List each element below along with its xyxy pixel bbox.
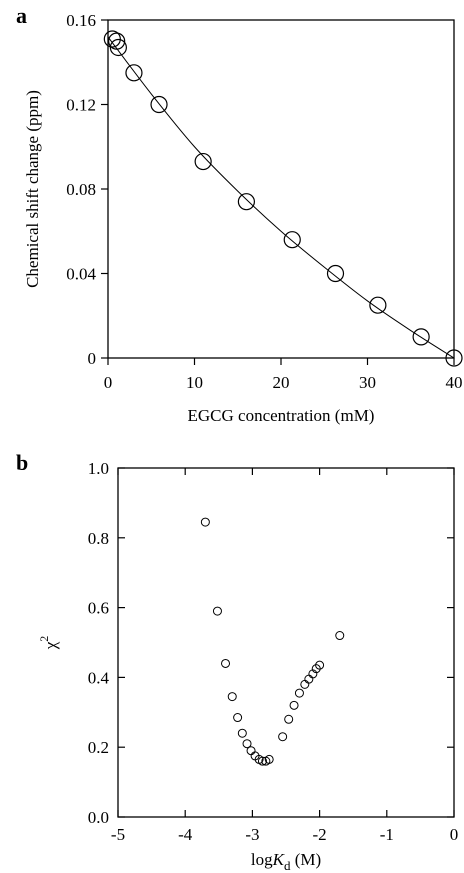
- x-axis-title-subscript: d: [284, 858, 291, 873]
- data-point: [103, 30, 121, 48]
- y-tick-label: 0.08: [66, 180, 96, 199]
- data-point: [242, 739, 252, 749]
- data-point: [221, 658, 231, 668]
- y-tick-label: 0.04: [66, 265, 96, 284]
- y-tick-label: 0.8: [88, 529, 109, 548]
- x-axis-title: logKd (M): [251, 850, 321, 873]
- data-point: [412, 328, 430, 346]
- y-tick-label: 0.4: [88, 668, 110, 687]
- x-tick-label: -5: [111, 825, 125, 844]
- data-point: [194, 152, 212, 171]
- x-axis-title-unit: (M): [290, 850, 321, 869]
- data-point: [369, 296, 387, 314]
- y-tick-label: 0.12: [66, 96, 96, 115]
- data-point: [300, 679, 310, 689]
- data-point: [289, 700, 299, 710]
- data-point: [278, 732, 288, 742]
- data-point: [237, 728, 247, 738]
- x-tick-label: 40: [446, 373, 463, 392]
- x-tick-label: 30: [359, 373, 376, 392]
- panel-label: b: [16, 450, 28, 475]
- data-point: [233, 713, 243, 723]
- x-tick-label: -3: [245, 825, 259, 844]
- data-point: [294, 688, 304, 698]
- x-tick-label: 0: [450, 825, 459, 844]
- data-point: [237, 193, 255, 211]
- y-axis-title-superscript: 2: [37, 636, 51, 642]
- panel-b: b -5 -4 -3 -2 -1 0 0.0 0.2 0.4 0.6 0.8 1.0 logKd (M) χ…: [16, 450, 458, 873]
- plot-frame: [107, 19, 455, 359]
- data-point: [200, 517, 210, 527]
- y-tick-label: 0.6: [88, 599, 109, 618]
- panel-label: a: [16, 3, 27, 28]
- x-tick-label: 10: [186, 373, 203, 392]
- x-tick-label: 20: [273, 373, 290, 392]
- x-tick-label: -4: [178, 825, 193, 844]
- y-axis-title: χ2: [37, 636, 60, 651]
- data-point: [326, 264, 345, 283]
- fit-curve: [107, 36, 455, 359]
- data-point: [308, 669, 318, 679]
- panel-a: a 0 10 20 30 40 0 0.04 0.08 0.12 0.16 EGCG concentr…: [16, 3, 463, 425]
- data-point: [125, 64, 143, 82]
- y-tick-label: 0.16: [66, 11, 96, 30]
- y-axis-title: Chemical shift change (ppm): [23, 90, 42, 288]
- data-point: [150, 95, 168, 114]
- y-tick-label: 1.0: [88, 459, 109, 478]
- data-point: [284, 714, 294, 724]
- data-point: [257, 756, 267, 766]
- data-point: [445, 349, 463, 367]
- x-tick-label: -1: [380, 825, 394, 844]
- data-point: [212, 606, 222, 616]
- plot-frame: [117, 467, 455, 818]
- x-tick-label: 0: [104, 373, 113, 392]
- data-point: [283, 231, 301, 249]
- y-tick-label: 0.0: [88, 808, 109, 827]
- x-axis-title-text: log: [251, 850, 273, 869]
- x-tick-label: -2: [313, 825, 327, 844]
- y-tick-label: 0: [88, 349, 97, 368]
- x-axis-title: EGCG concentration (mM): [188, 406, 375, 425]
- x-axis-title-symbol: K: [272, 850, 286, 869]
- data-point: [264, 754, 274, 764]
- data-point: [304, 674, 314, 684]
- data-point: [335, 631, 345, 641]
- y-tick-label: 0.2: [88, 738, 109, 757]
- data-point: [227, 692, 237, 702]
- data-point: [246, 746, 256, 756]
- data-point: [315, 660, 325, 670]
- data-point: [109, 38, 127, 57]
